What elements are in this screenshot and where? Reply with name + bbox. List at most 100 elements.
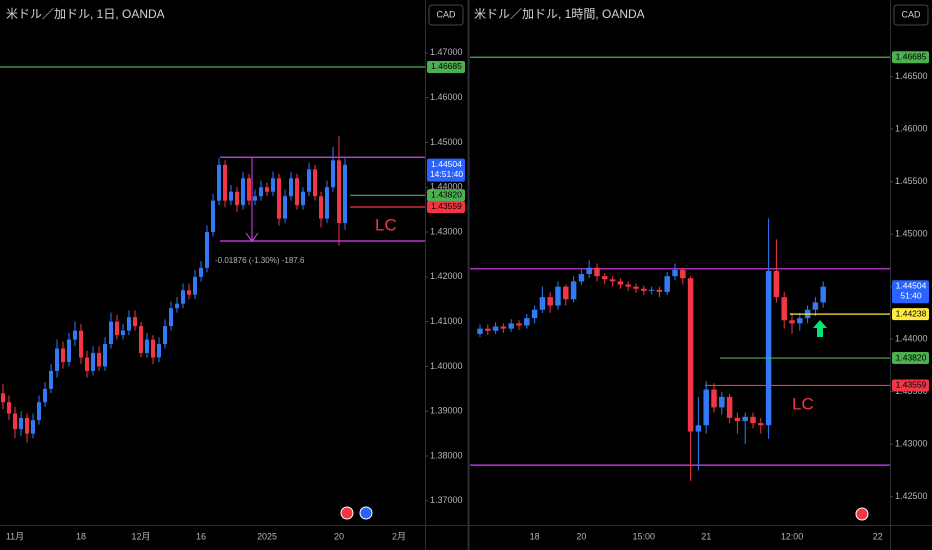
candle-body — [31, 420, 35, 434]
countdown: 14:51:40 — [430, 169, 463, 179]
candle-body — [91, 352, 95, 371]
candle-body — [79, 330, 83, 358]
y-tick-label: 1.46000 — [430, 92, 463, 102]
price-tag-label: 1.43559 — [896, 380, 927, 390]
currency-button[interactable] — [893, 4, 929, 26]
candle-body — [672, 269, 678, 277]
last-price-label: 1.44504 — [896, 280, 927, 290]
price-tag-label: 1.44238 — [896, 308, 927, 318]
candle-body — [331, 160, 335, 188]
candle-body — [680, 269, 686, 279]
candle-body — [187, 290, 191, 295]
x-tick-label: 20 — [576, 531, 586, 541]
candle-body — [277, 178, 281, 219]
candle-body — [37, 402, 41, 421]
event-icon[interactable] — [855, 507, 869, 521]
candle-body — [343, 164, 347, 224]
candle-body — [175, 303, 179, 309]
x-tick-label: 21 — [701, 531, 711, 541]
candle-body — [789, 320, 795, 324]
price-tag-label: 1.46685 — [431, 61, 462, 71]
candle-body — [211, 200, 215, 233]
lc-label: LC — [792, 394, 814, 413]
y-tick-label: 1.38000 — [430, 450, 463, 460]
candle-body — [719, 396, 725, 408]
candle-body — [586, 267, 592, 275]
candle-body — [103, 344, 107, 367]
candle-body — [253, 196, 257, 201]
candle-body — [289, 178, 293, 197]
candle-body — [223, 164, 227, 201]
chart-title: 米ドル／加ドル, 1時間, OANDA — [474, 7, 645, 21]
candle-body — [319, 196, 323, 219]
up-arrow — [813, 320, 827, 337]
event-icon[interactable] — [340, 506, 354, 520]
candle-body — [121, 330, 125, 336]
y-tick-label: 1.43000 — [895, 439, 928, 449]
candle-body — [477, 328, 483, 334]
candle-body — [485, 328, 491, 331]
candle-body — [492, 326, 499, 331]
candle-body — [127, 317, 131, 331]
candle-body — [199, 267, 203, 277]
x-tick-label: 2月 — [392, 531, 406, 541]
candle-body — [758, 423, 764, 426]
x-tick-label: 22 — [873, 531, 883, 541]
candle-body — [711, 389, 717, 408]
currency-label[interactable]: CAD — [436, 9, 456, 19]
candle-body — [539, 297, 546, 310]
candle-body — [703, 389, 709, 426]
candle-body — [73, 330, 77, 340]
event-icon[interactable] — [359, 506, 373, 520]
candle-body — [307, 169, 311, 192]
price-tag — [427, 200, 465, 213]
candle-body — [43, 388, 47, 403]
y-tick-label: 1.39000 — [430, 406, 463, 416]
y-tick-label: 1.37000 — [430, 495, 463, 505]
price-tag — [892, 308, 929, 321]
y-tick-label: 1.46000 — [895, 124, 928, 134]
candle-body — [271, 178, 275, 192]
price-tag-label: 1.46685 — [896, 51, 927, 61]
candle-body — [169, 308, 173, 327]
candle-body — [516, 323, 522, 326]
candle-body — [648, 289, 655, 291]
candle-body — [25, 417, 29, 434]
candle-body — [145, 339, 149, 353]
y-tick-label: 1.40000 — [430, 361, 463, 371]
candle-body — [765, 270, 772, 426]
candle-body — [726, 396, 733, 418]
candle-body — [217, 164, 221, 201]
price-tag-label: 1.43820 — [896, 352, 927, 362]
candle-body — [820, 286, 826, 303]
candle-body — [687, 278, 694, 432]
candle-body — [163, 326, 167, 345]
currency-button[interactable] — [428, 4, 464, 26]
currency-label[interactable]: CAD — [901, 9, 921, 19]
last-price-tag — [427, 158, 465, 182]
candle-body — [508, 323, 514, 329]
candle-body — [115, 321, 119, 336]
measure-label: -0.01876 (-1.30%) -187.6 — [215, 256, 305, 265]
candle-body — [547, 297, 553, 306]
candle-body — [49, 370, 53, 389]
candle-body — [13, 413, 17, 430]
candle-body — [235, 191, 239, 206]
candle-body — [109, 321, 113, 345]
candle-body — [295, 178, 299, 206]
candle-body — [578, 274, 585, 282]
candle-body — [313, 169, 317, 197]
price-tag-label: 1.43820 — [431, 190, 462, 200]
chart-title: 米ドル／加ドル, 1日, OANDA — [6, 7, 165, 21]
y-tick-label: 1.43000 — [430, 226, 463, 236]
x-tick-label: 2025 — [257, 531, 277, 541]
candle-body — [193, 276, 197, 295]
candle-body — [133, 317, 137, 327]
candle-body — [812, 302, 819, 310]
candle-body — [781, 297, 787, 321]
y-tick-label: 1.47000 — [430, 47, 463, 57]
candle-body — [617, 281, 624, 285]
candle-body — [594, 267, 600, 277]
